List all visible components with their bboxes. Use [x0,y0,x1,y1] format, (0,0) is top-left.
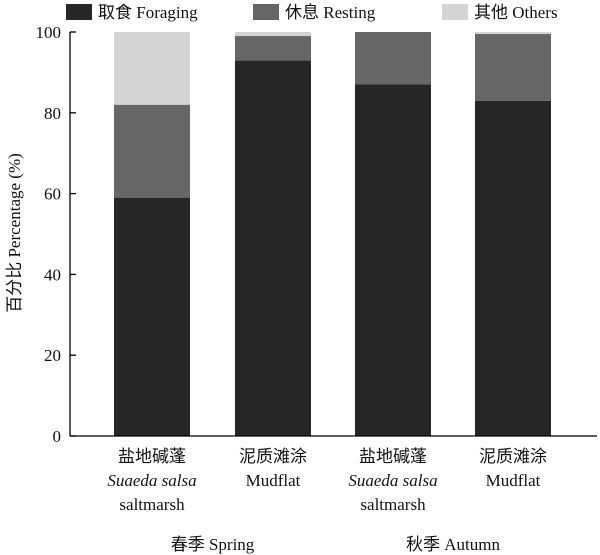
x-category-line: Mudflat [246,471,301,490]
x-axis: 盐地碱蓬 Suaeda salsa saltmarsh 泥质滩涂 Mudflat 盐地碱蓬… [70,435,597,554]
x-category-label: 泥质滩涂 Mudflat [479,447,547,490]
bar-segment-2-1 [235,60,311,436]
x-category-line: Suaeda salsa [107,471,196,490]
bar-segment-1-2 [114,104,190,198]
x-category-line: saltmarsh [119,495,185,514]
bar-segment-4-1 [475,100,551,437]
x-category-line: 盐地碱蓬 [118,447,186,466]
bar-segment-3-2 [355,32,431,85]
bar-segment-2-2 [235,36,311,61]
y-tick-label: 40 [44,265,61,284]
legend-swatch [66,4,92,20]
bar-segment-1-3 [114,32,190,105]
bar-segment-3-1 [355,84,431,437]
x-category-line: 泥质滩涂 [239,447,307,466]
x-category-line: 盐地碱蓬 [359,447,427,466]
bar-segment-2-3 [235,32,311,37]
x-category-line: 泥质滩涂 [479,447,547,466]
bar-segment-1-1 [114,197,190,436]
legend-item: 其他 Others [442,3,558,22]
x-category-label: 盐地碱蓬 Suaeda salsa saltmarsh [348,447,437,514]
y-tick-label: 80 [44,104,61,123]
y-tick-label: 20 [44,346,61,365]
x-category-line: Suaeda salsa [348,471,437,490]
legend-item: 取食 Foraging [66,3,198,22]
legend-label: 休息 Resting [285,3,376,22]
legend-item: 休息 Resting [253,3,376,22]
legend-swatch [253,4,279,20]
y-tick-label: 0 [53,427,62,446]
legend-label: 其他 Others [474,3,558,22]
x-category-line: Mudflat [486,471,541,490]
bar-segment-4-2 [475,34,551,101]
y-tick-label: 100 [36,23,62,42]
x-group-label: 秋季 Autumn [406,535,500,554]
legend-swatch [442,4,468,20]
x-category-label: 泥质滩涂 Mudflat [239,447,307,490]
legend-label: 取食 Foraging [98,3,198,22]
y-axis: 0 20 40 60 80 100 [36,23,76,446]
y-axis-title: 百分比 Percentage (%) [5,153,24,313]
x-category-label: 盐地碱蓬 Suaeda salsa saltmarsh [107,447,196,514]
legend: 取食 Foraging 休息 Resting 其他 Others [66,3,558,22]
bar-segment-4-3 [475,32,551,35]
plot-area [114,32,551,437]
x-group-label: 春季 Spring [171,535,255,554]
y-tick-label: 60 [44,185,61,204]
x-category-line: saltmarsh [360,495,426,514]
